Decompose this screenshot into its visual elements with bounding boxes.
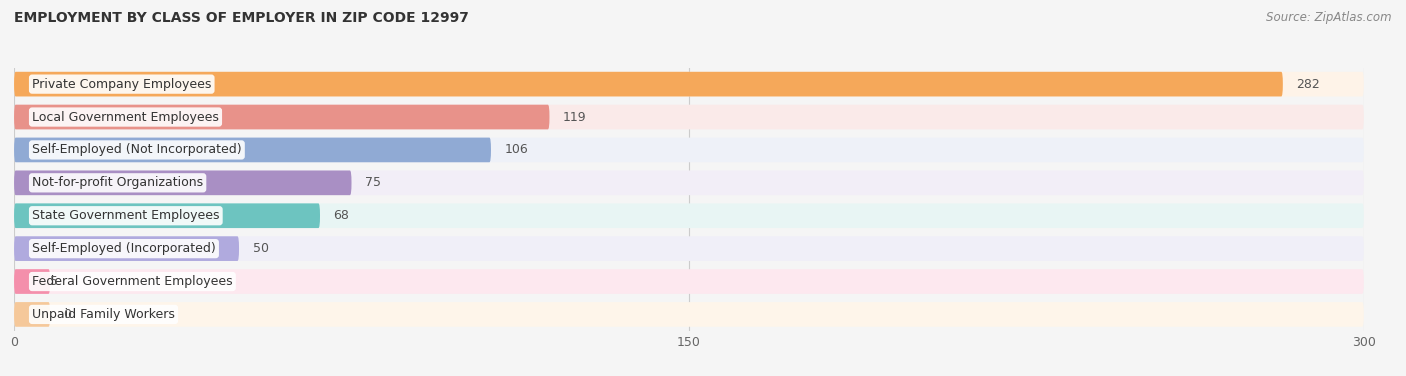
Text: 50: 50 — [253, 242, 269, 255]
FancyBboxPatch shape — [14, 302, 51, 327]
Text: 75: 75 — [366, 176, 381, 190]
Text: 106: 106 — [505, 143, 529, 156]
Text: 68: 68 — [333, 209, 349, 222]
FancyBboxPatch shape — [14, 302, 1364, 327]
Text: 0: 0 — [63, 308, 72, 321]
FancyBboxPatch shape — [14, 105, 550, 129]
Text: Self-Employed (Incorporated): Self-Employed (Incorporated) — [32, 242, 215, 255]
Text: Source: ZipAtlas.com: Source: ZipAtlas.com — [1267, 11, 1392, 24]
Text: EMPLOYMENT BY CLASS OF EMPLOYER IN ZIP CODE 12997: EMPLOYMENT BY CLASS OF EMPLOYER IN ZIP C… — [14, 11, 470, 25]
FancyBboxPatch shape — [14, 72, 1364, 97]
Text: Self-Employed (Not Incorporated): Self-Employed (Not Incorporated) — [32, 143, 242, 156]
FancyBboxPatch shape — [14, 138, 491, 162]
FancyBboxPatch shape — [14, 105, 1364, 129]
FancyBboxPatch shape — [14, 170, 1364, 195]
FancyBboxPatch shape — [14, 170, 352, 195]
FancyBboxPatch shape — [14, 236, 239, 261]
Text: Unpaid Family Workers: Unpaid Family Workers — [32, 308, 174, 321]
Text: 5: 5 — [51, 275, 58, 288]
Text: Local Government Employees: Local Government Employees — [32, 111, 219, 124]
Text: Private Company Employees: Private Company Employees — [32, 77, 211, 91]
Text: 282: 282 — [1296, 77, 1320, 91]
Text: Not-for-profit Organizations: Not-for-profit Organizations — [32, 176, 204, 190]
FancyBboxPatch shape — [14, 269, 1364, 294]
Text: Federal Government Employees: Federal Government Employees — [32, 275, 232, 288]
Text: 119: 119 — [562, 111, 586, 124]
FancyBboxPatch shape — [14, 203, 1364, 228]
FancyBboxPatch shape — [14, 203, 321, 228]
FancyBboxPatch shape — [14, 138, 1364, 162]
Text: State Government Employees: State Government Employees — [32, 209, 219, 222]
FancyBboxPatch shape — [14, 269, 51, 294]
FancyBboxPatch shape — [14, 236, 1364, 261]
FancyBboxPatch shape — [14, 72, 1282, 97]
